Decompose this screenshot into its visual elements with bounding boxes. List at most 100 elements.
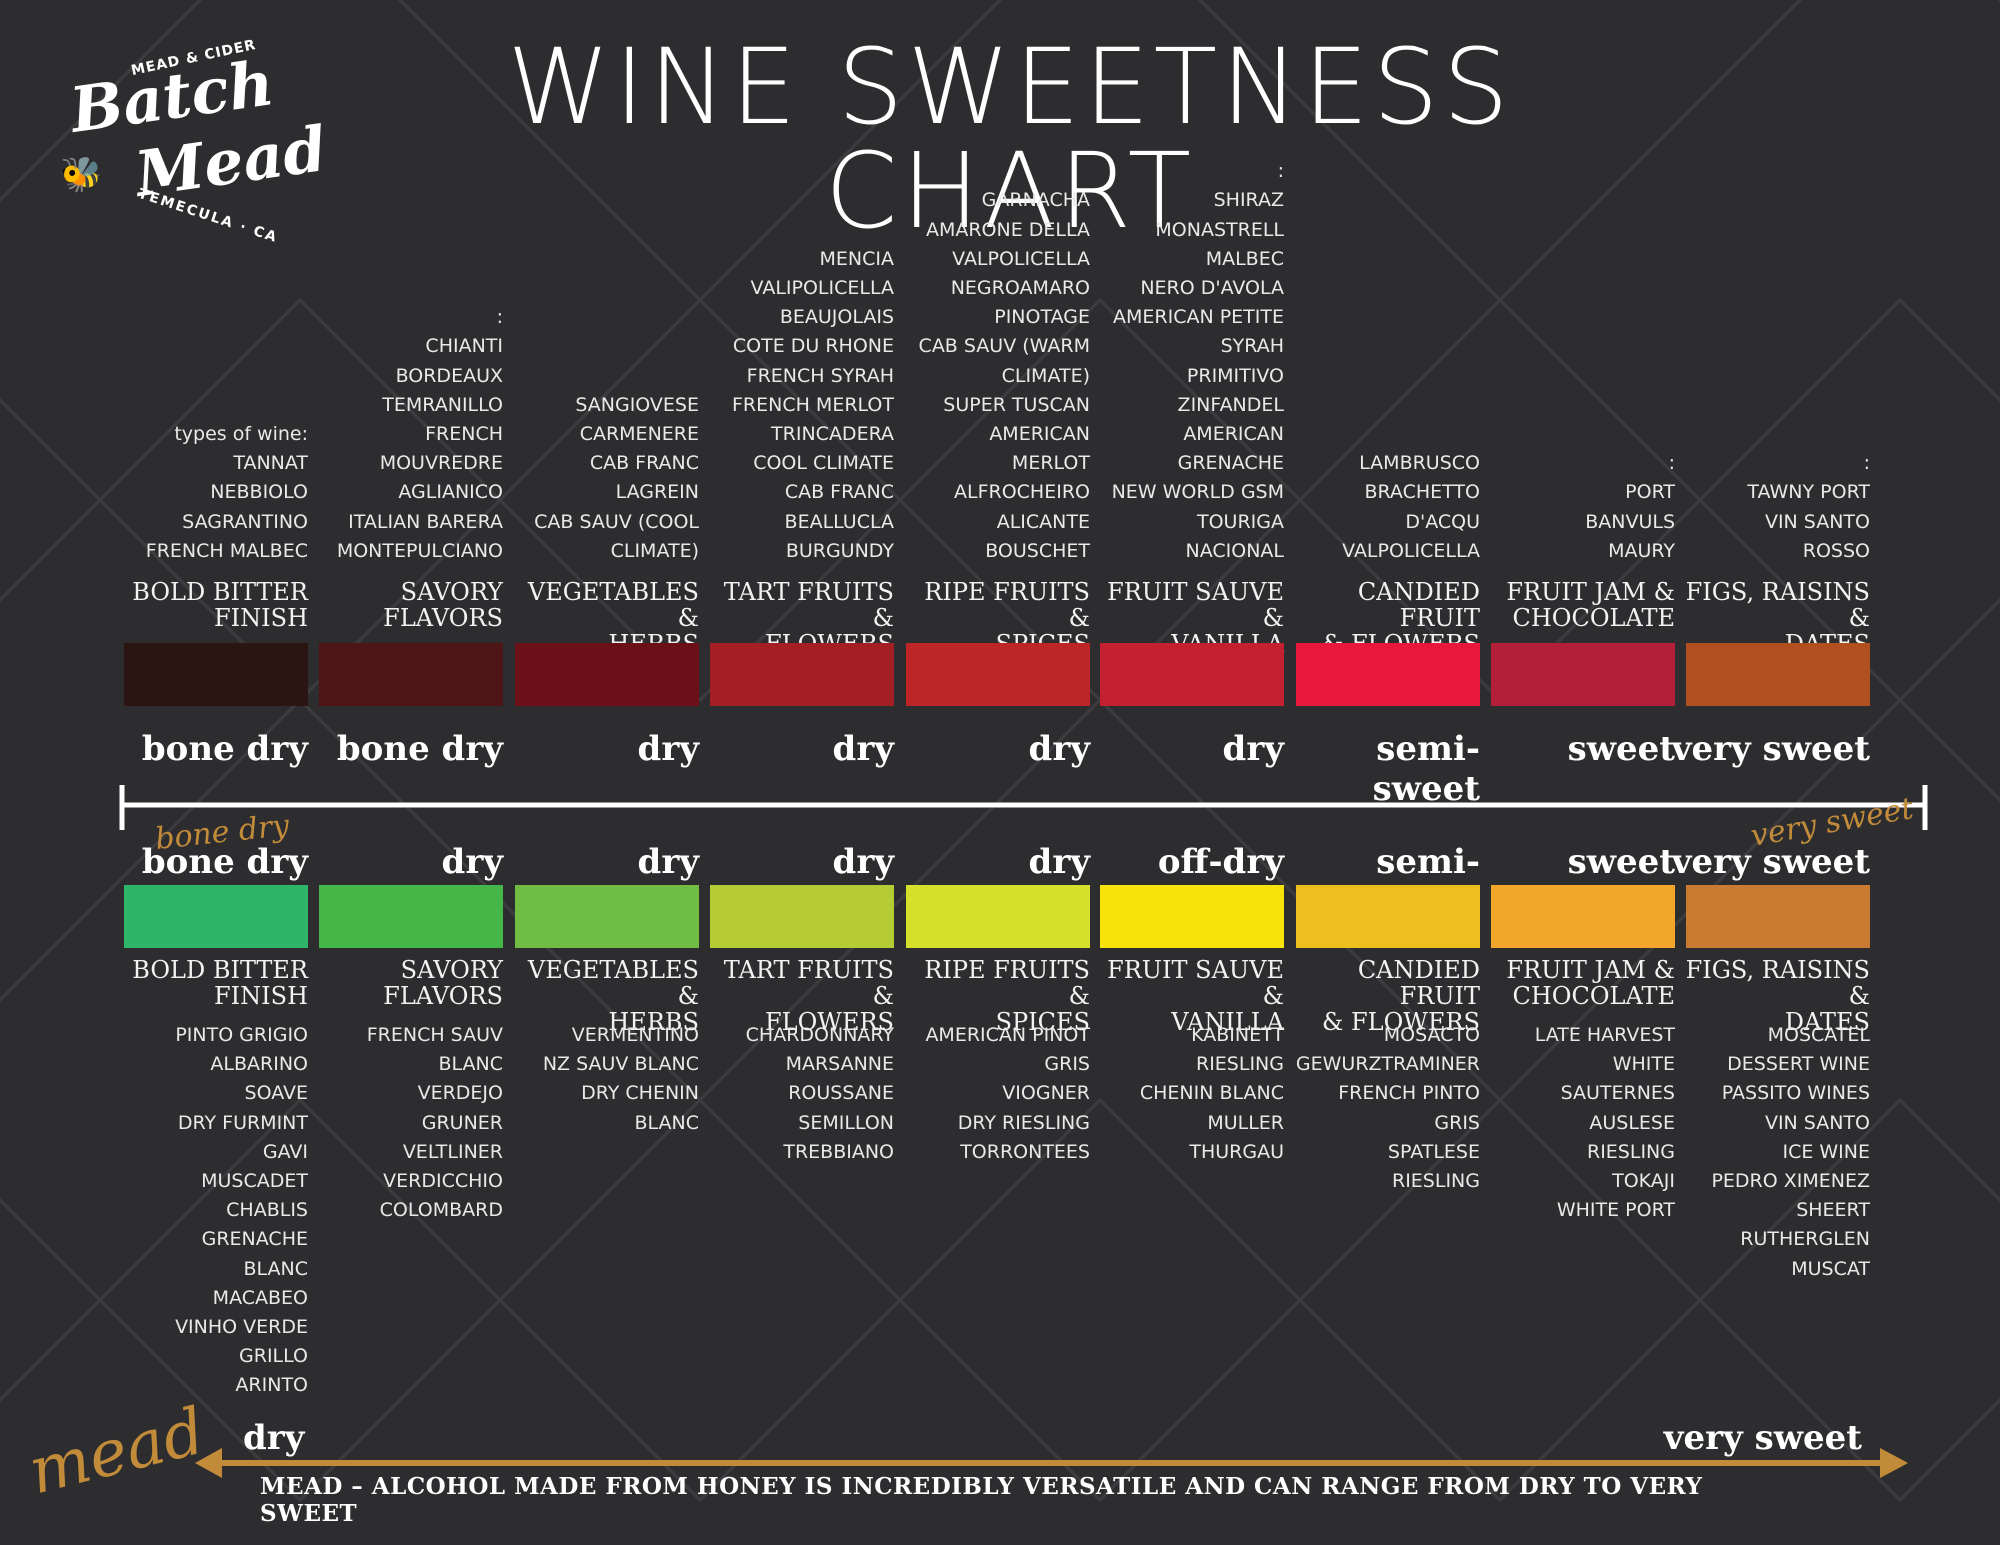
white-wine-item: TREBBIANO <box>783 1140 894 1163</box>
white-wine-item: MARSANNE <box>785 1053 894 1076</box>
white-wine-item: MOSACTO <box>1383 1024 1480 1046</box>
white-flavor-line: BOLD BITTER <box>132 956 308 984</box>
white-flavor-line: SAVORY <box>400 956 503 984</box>
red-color-swatch <box>515 643 699 706</box>
white-flavor-label: TART FRUITS & FLOWERS <box>702 957 894 1035</box>
white-wine-item: GRIS <box>1044 1053 1090 1076</box>
sweetness-scale <box>119 785 1928 830</box>
red-flavor-line: FRUIT SAUVE & <box>1107 578 1284 632</box>
red-wine-item: BRACHETTO <box>1364 481 1480 504</box>
red-wine-item: CAB SAUV (COOL <box>534 510 699 533</box>
mead-very-sweet-label: very sweet <box>1663 1418 1862 1458</box>
white-wine-item: TOKAJI <box>1612 1170 1675 1193</box>
white-wine-item: WHITE PORT <box>1556 1199 1675 1222</box>
red-wine-item: TRINCADERA <box>771 423 894 446</box>
red-wine-item: FRENCH <box>425 423 503 445</box>
white-wine-item: DRY FURMINT <box>177 1111 308 1134</box>
red-wine-item: AMERICAN <box>989 423 1090 446</box>
red-wine-item: TAWNY PORT <box>1747 481 1870 504</box>
white-wine-list: AMERICAN PINOT GRIS VIOGNER DRY RIESLING TOR… <box>900 1021 1090 1167</box>
red-color-swatch <box>1491 643 1675 706</box>
red-wine-item: CHIANTI <box>425 335 503 358</box>
mead-caption: MEAD – ALCOHOL MADE FROM HONEY IS INCRED… <box>260 1473 1703 1527</box>
red-wine-item: AMERICAN <box>1183 423 1284 446</box>
red-wine-list: MENCIA VALIPOLICELLA BEAUJOLAIS COTE DU RHO… <box>704 245 894 566</box>
white-flavor-line: SPICES <box>995 1008 1090 1036</box>
white-wine-item: DRY RIESLING <box>957 1111 1090 1134</box>
white-flavor-line: CANDIED FRUIT <box>1357 956 1480 1010</box>
red-color-swatch <box>906 643 1090 706</box>
white-wine-item: SPATLESE <box>1387 1140 1480 1163</box>
red-color-swatch <box>1686 643 1870 706</box>
white-wine-item: VIOGNER <box>1002 1082 1090 1105</box>
red-wine-item: CAB SAUV (WARM <box>918 335 1090 358</box>
red-wine-list: : CHIANTI BORDEAUX TEMRANILLO FRENCH MOUVREDR… <box>313 303 503 566</box>
red-sweetness-label: bone dry <box>141 729 308 769</box>
white-wine-item: CHENIN BLANC <box>1139 1082 1284 1105</box>
red-wine-item: TANNAT <box>233 452 308 475</box>
white-wine-item: LATE HARVEST <box>1534 1024 1675 1046</box>
white-flavor-line: FLOWERS <box>765 1008 894 1036</box>
white-wine-list: MOSCATEL DESSERT WINE PASSITO WINES VIN SAN… <box>1680 1021 1870 1284</box>
white-wine-item: BLANC <box>438 1053 503 1076</box>
white-flavor-label: FIGS, RAISINS & DATES <box>1678 957 1870 1035</box>
red-wine-item: BEALLUCLA <box>784 510 894 533</box>
white-wine-item: ARINTO <box>235 1374 308 1397</box>
red-wine-item: D'ACQU <box>1405 510 1480 533</box>
white-wine-item: SOAVE <box>244 1082 308 1105</box>
page-title: WINE SWEETNESS CHART <box>507 26 1513 252</box>
red-flavor-line: BOLD BITTER <box>132 578 308 606</box>
white-sweetness-label: very sweet <box>1671 842 1870 882</box>
red-wine-item: LAMBRUSCO <box>1359 452 1480 475</box>
white-wine-item: AMERICAN PINOT <box>925 1024 1090 1046</box>
red-wine-item: SUPER TUSCAN <box>943 393 1090 416</box>
red-wine-item: MAURY <box>1608 539 1675 562</box>
white-wine-item: SHEERT <box>1796 1199 1870 1222</box>
white-color-swatch <box>906 885 1090 948</box>
red-wine-list: LAMBRUSCO BRACHETTO D'ACQU VALPOLICELLA <box>1290 449 1480 566</box>
red-wine-item: AMARONE DELLA <box>925 218 1090 241</box>
white-flavor-line: TART FRUITS & <box>723 956 894 1010</box>
red-wine-item: BEAUJOLAIS <box>779 306 894 329</box>
mead-dry-label: dry <box>243 1418 305 1458</box>
red-wine-list: TANNAT NEBBIOLO SAGRANTINO FRENCH MALBEC <box>118 449 308 566</box>
red-wine-item: BURGUNDY <box>785 539 894 562</box>
white-wine-item: VELTLINER <box>402 1140 503 1163</box>
white-wine-item: MULLER <box>1207 1111 1284 1134</box>
red-wine-item: NEGROAMARO <box>950 277 1090 299</box>
red-wine-item: ZINFANDEL <box>1177 393 1284 416</box>
red-sweetness-label: very sweet <box>1671 729 1870 769</box>
red-flavor-line: VEGETABLES & <box>527 578 699 632</box>
white-wine-item: MACABEO <box>212 1286 308 1309</box>
white-flavor-line: FLAVORS <box>383 982 503 1010</box>
white-flavor-label: BOLD BITTER FINISH <box>116 957 308 1009</box>
red-flavor-line: FIGS, RAISINS & <box>1685 578 1870 632</box>
white-flavor-line: FRUIT JAM & <box>1506 956 1675 984</box>
red-wine-item: COTE DU RHONE <box>732 335 894 358</box>
white-wine-item: THURGAU <box>1189 1140 1284 1163</box>
white-wine-item: ALBARINO <box>210 1053 308 1076</box>
red-wine-item: ALFROCHEIRO <box>954 481 1090 504</box>
white-color-swatch <box>124 885 308 948</box>
white-wine-item: BLANC <box>634 1111 699 1134</box>
red-wine-item: MALBEC <box>1205 247 1284 270</box>
white-sweetness-label: dry <box>832 842 894 882</box>
red-sweetness-label: sweet <box>1567 729 1675 769</box>
white-wine-item: RIESLING <box>1587 1140 1675 1163</box>
red-wine-item: TEMRANILLO <box>382 393 503 416</box>
red-wine-item: AGLIANICO <box>398 481 503 504</box>
white-flavor-line: VEGETABLES & <box>527 956 699 1010</box>
red-wine-item: CAB FRANC <box>589 452 699 475</box>
mead-arrow <box>195 1448 1908 1478</box>
batch-mead-logo: MEAD & CIDER Batch Mead 🐝 TEMECULA · CA <box>40 37 331 246</box>
red-sweetness-label: dry <box>1028 729 1090 769</box>
white-wine-item: SEMILLON <box>798 1111 894 1134</box>
white-wine-item: NZ SAUV BLANC <box>542 1053 699 1076</box>
red-wine-item: NEW WORLD GSM <box>1111 481 1284 504</box>
red-wine-item: GARNACHA <box>981 189 1090 212</box>
red-wine-item: FRENCH MERLOT <box>731 393 894 416</box>
red-wine-item: : <box>496 306 503 329</box>
white-wine-item: VIN SANTO <box>1764 1111 1870 1134</box>
mead-arrow-left-head <box>195 1448 222 1478</box>
red-wine-item: COOL CLIMATE <box>753 452 894 475</box>
